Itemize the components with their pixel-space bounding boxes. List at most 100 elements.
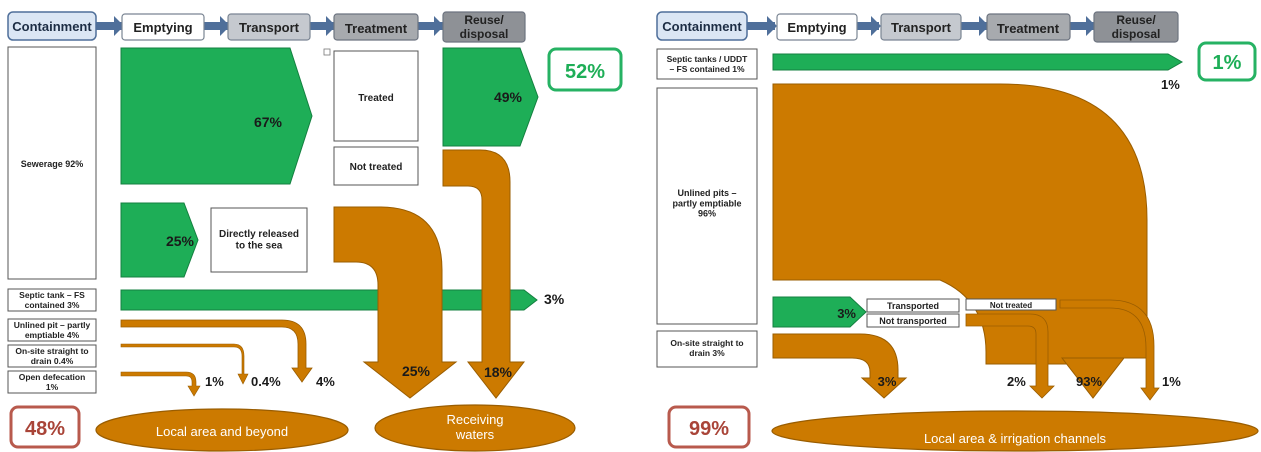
stage-emptying bbox=[121, 13, 205, 41]
unlined-label: Unlined pit – partly emptiable 4% bbox=[14, 320, 91, 340]
stage-containment bbox=[7, 11, 97, 41]
r-stage-transport-label: Transport bbox=[891, 20, 952, 35]
dest-receiving-waters-label: Receiving waters bbox=[446, 412, 503, 442]
right-unsafe-value: 99% bbox=[689, 418, 729, 440]
left-unsafe-badge bbox=[9, 405, 81, 449]
left-diagram: Containment Emptying Transport Treatment… bbox=[7, 11, 623, 452]
r-dest-local-area-label: Local area & irrigation channels bbox=[924, 431, 1107, 446]
right-safe-value: 1% bbox=[1213, 52, 1242, 74]
open-label: Open defecation 1% bbox=[19, 372, 86, 392]
r-label-3b: 3% bbox=[878, 374, 897, 389]
r-not-treated-box bbox=[965, 298, 1057, 311]
stage-reuse bbox=[442, 11, 526, 43]
r-orange-arrow-1b bbox=[1059, 299, 1160, 401]
r-label-1a: 1% bbox=[1161, 77, 1180, 92]
dest-receiving-waters bbox=[374, 404, 576, 452]
right-diagram: Containment Emptying Transport Treatment… bbox=[656, 11, 1259, 452]
r-stage-transport bbox=[880, 13, 962, 41]
label-1: 1% bbox=[205, 374, 224, 389]
treated-box bbox=[333, 50, 419, 142]
not-treated-box bbox=[333, 146, 419, 186]
green-arrow-49 bbox=[442, 47, 539, 147]
left-containment bbox=[7, 46, 97, 394]
stage-treatment-label: Treatment bbox=[345, 21, 408, 36]
r-stage-emptying bbox=[776, 13, 858, 41]
r-stage-treatment-label: Treatment bbox=[997, 21, 1060, 36]
open-box bbox=[7, 370, 97, 394]
r-label-1b: 1% bbox=[1162, 374, 1181, 389]
label-3: 3% bbox=[544, 291, 565, 307]
label-67: 67% bbox=[254, 114, 283, 130]
label-49: 49% bbox=[494, 89, 523, 105]
sewerage-label: Sewerage 92% bbox=[21, 159, 84, 169]
r-not-treated-label: Not treated bbox=[990, 301, 1032, 310]
onsite-box bbox=[7, 344, 97, 368]
r-stage-emptying-label: Emptying bbox=[787, 20, 846, 35]
not-treated-label: Not treated bbox=[350, 162, 403, 173]
r-transported-label: Transported bbox=[887, 301, 939, 311]
label-04: 0.4% bbox=[251, 374, 281, 389]
r-stage-reuse-label: Reuse/disposal bbox=[1112, 13, 1161, 41]
r-stage-containment-label: Containment bbox=[662, 19, 742, 34]
unlined-box bbox=[7, 318, 97, 342]
r-orange-arrow-93 bbox=[772, 83, 1148, 365]
r-septic-label: Septic tanks / UDDT – FS contained 1% bbox=[667, 54, 749, 74]
r-orange-arrow-3 bbox=[772, 333, 908, 399]
label-25b: 25% bbox=[402, 363, 431, 379]
left-stage-header: Containment Emptying Transport Treatment… bbox=[7, 11, 526, 43]
r-stage-reuse bbox=[1093, 11, 1179, 43]
r-stage-treatment bbox=[986, 13, 1071, 41]
left-unsafe-value: 48% bbox=[25, 418, 65, 440]
stage-treatment bbox=[333, 13, 419, 41]
orange-arrow-1 bbox=[120, 371, 201, 397]
stage-reuse-label: Reuse/disposal bbox=[460, 13, 509, 41]
onsite-label: On-site straight to drain 0.4% bbox=[15, 346, 88, 366]
r-septic-box bbox=[656, 48, 758, 80]
septic-box bbox=[7, 288, 97, 312]
r-label-2: 2% bbox=[1007, 374, 1026, 389]
treated-tab-marker bbox=[323, 48, 331, 56]
r-label-93: 93% bbox=[1076, 374, 1102, 389]
r-onsite-box bbox=[656, 330, 758, 368]
right-unsafe-badge bbox=[667, 405, 751, 449]
label-25a: 25% bbox=[166, 233, 195, 249]
dest-local-area-label: Local area and beyond bbox=[156, 424, 288, 439]
r-dest-local-area bbox=[771, 410, 1259, 452]
right-safe-badge bbox=[1197, 41, 1257, 82]
r-not-transported-label: Not transported bbox=[879, 316, 947, 326]
stage-transport bbox=[227, 13, 311, 41]
stage-transport-label: Transport bbox=[239, 20, 300, 35]
orange-arrow-4 bbox=[120, 319, 313, 383]
label-18: 18% bbox=[484, 364, 513, 380]
green-arrow-67 bbox=[120, 47, 313, 185]
released-label: Directly released to the sea bbox=[219, 229, 299, 252]
r-orange-arrow-2 bbox=[965, 313, 1055, 399]
septic-label: Septic tank – FS contained 3% bbox=[19, 290, 85, 310]
stage-containment-label: Containment bbox=[12, 19, 92, 34]
dest-local-area bbox=[95, 408, 349, 452]
r-label-3a: 3% bbox=[837, 306, 856, 321]
sewerage-box bbox=[7, 46, 97, 280]
orange-arrow-04 bbox=[120, 343, 249, 385]
r-green-arrow-3 bbox=[772, 296, 867, 328]
r-green-arrow-1 bbox=[772, 53, 1184, 71]
orange-arrow-25 bbox=[333, 206, 458, 399]
left-safe-value: 52% bbox=[565, 61, 605, 83]
left-safe-badge bbox=[547, 47, 623, 92]
green-arrow-3 bbox=[120, 289, 538, 311]
r-orange-arrowhead-93 bbox=[1060, 357, 1126, 399]
label-4: 4% bbox=[316, 374, 335, 389]
r-unlined-box bbox=[656, 87, 758, 325]
treated-label: Treated bbox=[358, 93, 394, 104]
r-not-transported-box bbox=[866, 313, 960, 328]
r-onsite-label: On-site straight to drain 3% bbox=[670, 338, 743, 358]
r-unlined-label: Unlined pits – partly emptiable 96% bbox=[672, 188, 741, 219]
green-arrow-25 bbox=[120, 202, 199, 278]
right-stage-header: Containment Emptying Transport Treatment… bbox=[656, 11, 1179, 43]
r-stage-containment bbox=[656, 11, 748, 41]
released-box bbox=[210, 207, 308, 273]
stage-emptying-label: Emptying bbox=[133, 20, 192, 35]
orange-arrow-18 bbox=[442, 149, 526, 399]
r-transported-box bbox=[866, 298, 960, 313]
